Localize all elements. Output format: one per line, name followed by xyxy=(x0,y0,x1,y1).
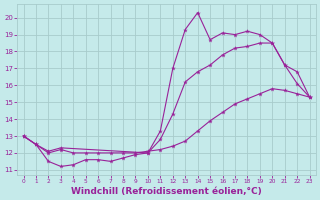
X-axis label: Windchill (Refroidissement éolien,°C): Windchill (Refroidissement éolien,°C) xyxy=(71,187,262,196)
